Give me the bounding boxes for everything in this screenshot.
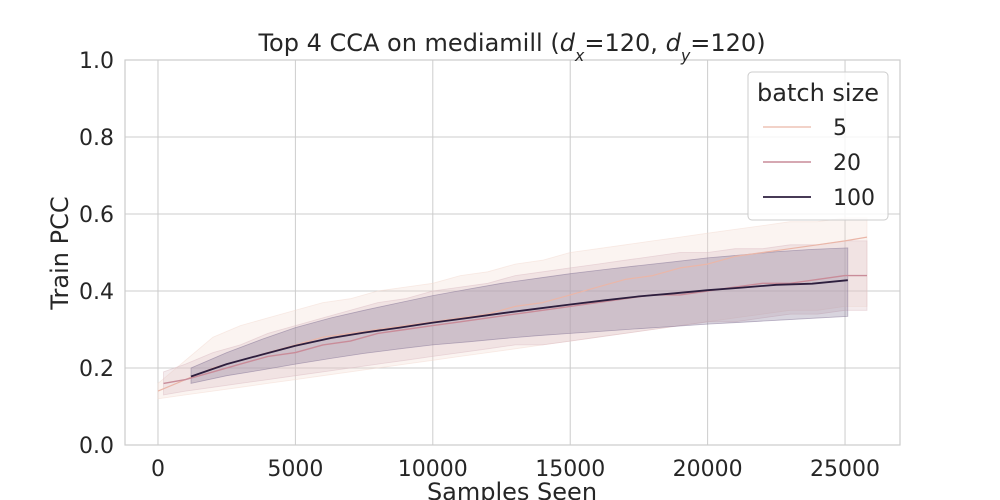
x-tick-label: 10000 bbox=[398, 457, 468, 482]
chart-title: Top 4 CCA on mediamill (dx=120, dy=120) bbox=[257, 29, 765, 65]
confidence-band-100 bbox=[190, 247, 849, 384]
title-mid: =120, bbox=[584, 29, 665, 57]
x-tick-label: 20000 bbox=[673, 457, 743, 482]
y-tick-label: 0.4 bbox=[79, 280, 114, 305]
x-tick-label: 25000 bbox=[810, 457, 880, 482]
series-line-20 bbox=[163, 274, 867, 385]
series-lines bbox=[157, 236, 868, 392]
series-line-100 bbox=[190, 279, 848, 378]
confidence-band-20 bbox=[163, 240, 868, 396]
x-tick-label: 5000 bbox=[267, 457, 323, 482]
title-dx-var: d bbox=[560, 29, 576, 57]
title-dy-var: d bbox=[666, 29, 682, 57]
legend-label-5: 5 bbox=[833, 116, 847, 141]
confidence-bands bbox=[157, 217, 868, 400]
title-suffix: =120) bbox=[690, 29, 765, 57]
y-tick-label: 0.6 bbox=[79, 203, 114, 228]
x-axis-label: Samples Seen bbox=[427, 478, 597, 500]
x-tick-label: 15000 bbox=[535, 457, 605, 482]
x-tick-label: 0 bbox=[151, 457, 165, 482]
tick-labels: 0 5000 10000 15000 20000 25000 0.0 0.2 0.4 0.6 0.8… bbox=[79, 49, 880, 482]
y-tick-label: 0.0 bbox=[79, 434, 114, 459]
legend-box bbox=[747, 71, 889, 221]
title-prefix: Top 4 CCA on mediamill ( bbox=[257, 29, 559, 57]
title-dy-sub: y bbox=[680, 46, 691, 65]
y-tick-label: 0.8 bbox=[79, 126, 114, 151]
legend-title: batch size bbox=[757, 79, 879, 107]
legend-label-20: 20 bbox=[833, 151, 861, 176]
y-tick-label: 1.0 bbox=[79, 49, 114, 74]
y-tick-label: 0.2 bbox=[79, 357, 114, 382]
plot-frame bbox=[124, 59, 901, 446]
legend-label-100: 100 bbox=[833, 186, 875, 211]
legend: batch size 5 20 100 bbox=[747, 71, 889, 221]
y-axis-label: Train PCC bbox=[46, 196, 74, 310]
title-dx-sub: x bbox=[574, 46, 585, 65]
